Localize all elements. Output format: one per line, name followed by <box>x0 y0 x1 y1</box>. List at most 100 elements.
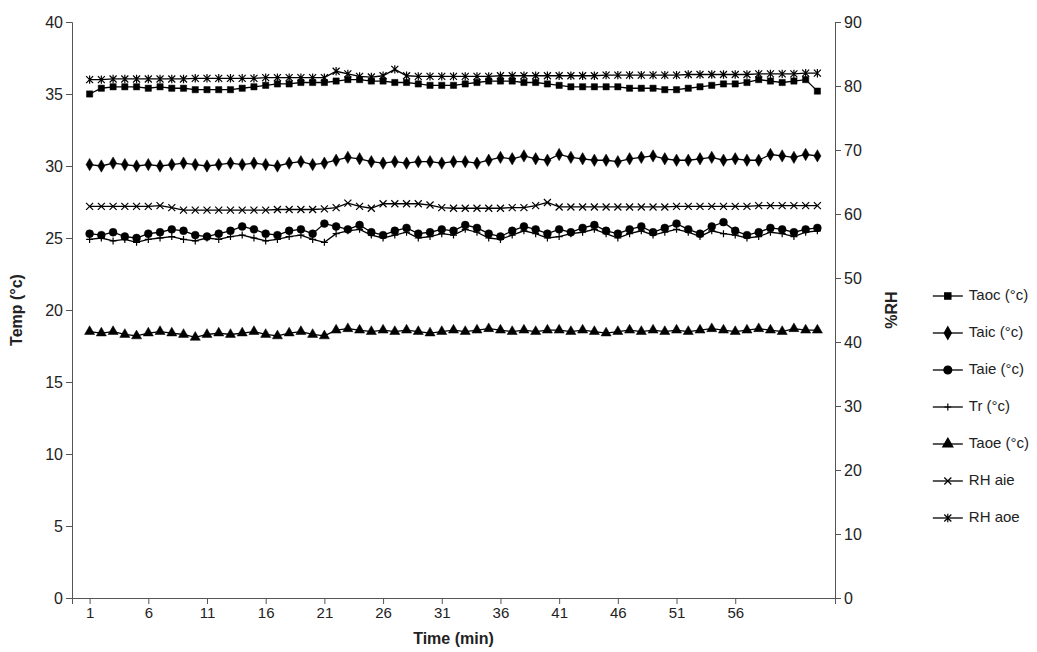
marker <box>262 158 269 170</box>
marker <box>403 157 410 169</box>
legend-marker <box>944 327 951 339</box>
marker <box>438 72 445 80</box>
marker <box>180 207 187 214</box>
marker <box>263 82 269 88</box>
marker <box>251 84 257 90</box>
tick-label: 51 <box>669 604 686 621</box>
marker <box>626 203 633 210</box>
marker <box>98 85 104 91</box>
marker <box>626 230 633 237</box>
legend-label: Taoc (°c) <box>969 286 1028 303</box>
marker <box>180 85 186 91</box>
marker <box>321 73 328 81</box>
marker <box>661 203 668 210</box>
x-axis-title: Time (min) <box>413 630 494 647</box>
tick-label: 56 <box>727 604 744 621</box>
legend-label: Tr (°c) <box>969 397 1010 414</box>
y-axis-title: Temp (°c) <box>8 274 25 346</box>
marker <box>556 233 563 240</box>
marker <box>403 200 410 207</box>
marker <box>157 235 164 242</box>
legend-label: RH aoe <box>969 508 1020 525</box>
marker <box>86 91 92 97</box>
legend-marker <box>944 366 952 374</box>
marker <box>343 323 353 332</box>
tick-mark <box>835 22 841 23</box>
marker <box>133 75 140 83</box>
marker <box>262 207 269 214</box>
marker <box>427 72 434 80</box>
series-markers <box>86 148 821 172</box>
tick-label: 60 <box>844 206 862 223</box>
marker <box>638 71 645 79</box>
marker <box>168 204 175 211</box>
marker <box>380 235 387 242</box>
marker <box>743 203 750 210</box>
marker <box>274 206 281 213</box>
marker <box>121 236 128 243</box>
tick: 20 <box>45 302 72 319</box>
tick-label: 20 <box>45 302 63 319</box>
marker <box>532 202 539 209</box>
marker <box>180 75 187 83</box>
marker <box>286 206 293 213</box>
marker <box>814 202 821 209</box>
marker <box>98 75 105 83</box>
tick-mark <box>66 382 72 383</box>
tick-label: 80 <box>844 78 862 95</box>
marker <box>356 226 363 233</box>
marker <box>145 236 152 243</box>
marker <box>439 82 445 88</box>
marker <box>250 74 257 82</box>
marker <box>520 227 527 234</box>
marker <box>120 329 130 338</box>
marker <box>333 154 340 166</box>
marker <box>215 207 222 214</box>
marker <box>533 79 539 85</box>
marker <box>202 329 212 338</box>
marker <box>732 232 739 239</box>
marker <box>98 203 105 210</box>
marker <box>321 205 328 212</box>
marker <box>743 154 750 166</box>
marker <box>802 229 809 236</box>
marker <box>507 326 517 335</box>
marker <box>227 233 234 240</box>
marker <box>755 202 762 209</box>
tick: 11 <box>200 598 216 621</box>
tick-label: 5 <box>54 518 63 535</box>
marker <box>767 70 774 78</box>
marker <box>450 82 456 88</box>
marker <box>791 78 797 84</box>
marker <box>777 326 787 335</box>
marker <box>250 235 257 242</box>
marker <box>296 326 306 335</box>
tick: 90 <box>835 14 862 31</box>
tick-label: 46 <box>610 604 627 621</box>
marker <box>485 205 492 212</box>
marker <box>203 207 210 214</box>
marker <box>707 323 717 332</box>
marker <box>661 71 668 79</box>
marker <box>497 151 504 163</box>
legend-item: RH aoe <box>933 508 1020 525</box>
marker <box>755 154 762 166</box>
marker <box>509 232 516 239</box>
marker <box>556 72 563 80</box>
marker <box>368 156 375 168</box>
marker <box>671 324 681 333</box>
marker <box>215 74 222 82</box>
marker <box>649 150 656 162</box>
marker <box>650 71 657 79</box>
tick-label: 50 <box>844 270 862 287</box>
marker <box>779 70 786 78</box>
tick: 5 <box>54 518 72 535</box>
marker <box>333 204 340 211</box>
marker <box>685 85 691 91</box>
marker <box>567 151 574 163</box>
marker <box>403 79 409 85</box>
marker <box>542 324 552 333</box>
marker <box>368 232 375 239</box>
marker <box>169 85 175 91</box>
marker <box>110 75 117 83</box>
